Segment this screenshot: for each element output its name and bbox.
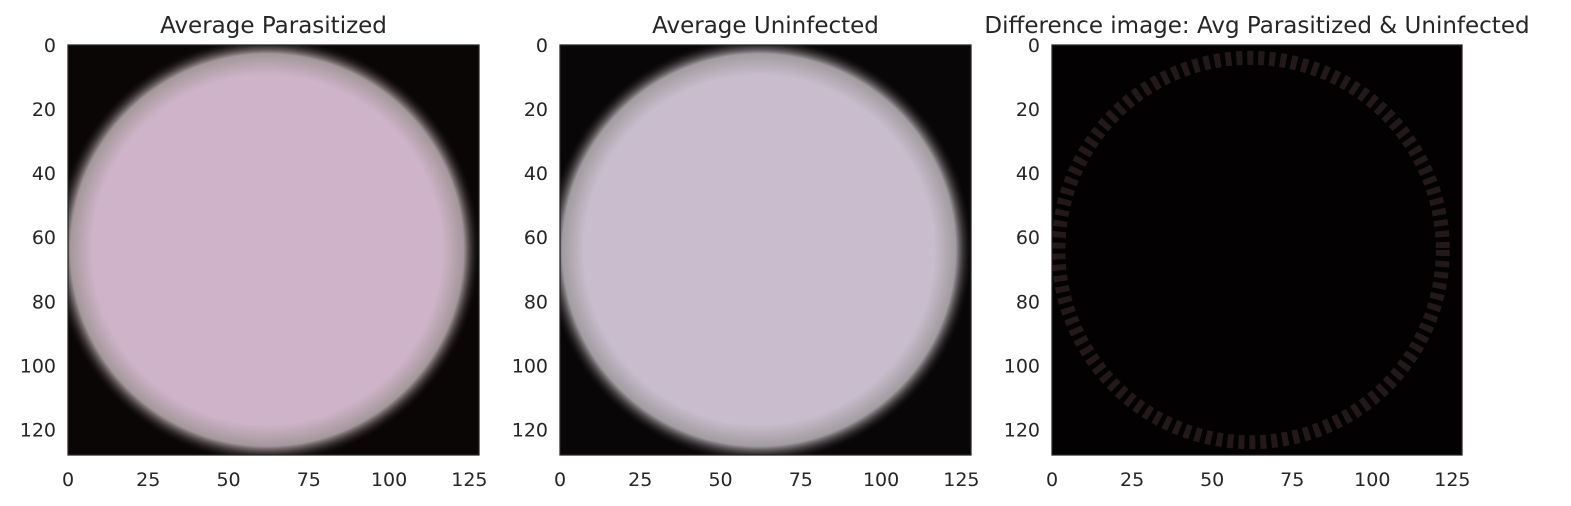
difference-title: Difference image: Avg Parasitized & Unin… [984, 13, 1529, 39]
avg-uninfected-title: Average Uninfected [652, 13, 879, 39]
avg-parasitized-image [68, 45, 479, 455]
avg-uninfected-xtick-label: 50 [708, 469, 732, 491]
avg-parasitized-title: Average Parasitized [160, 13, 387, 39]
panel-difference: Difference image: Avg Parasitized & Unin… [984, 13, 1529, 491]
avg-uninfected-image [560, 45, 971, 455]
avg-parasitized-xtick-label: 125 [451, 469, 487, 491]
avg-parasitized-xtick-label: 75 [297, 469, 321, 491]
avg-uninfected-ytick-label: 60 [524, 227, 548, 249]
difference-ytick-label: 40 [1016, 163, 1040, 185]
avg-parasitized-ytick-label: 80 [32, 291, 56, 313]
difference-xtick-label: 0 [1046, 469, 1058, 491]
avg-uninfected-ytick-label: 0 [536, 35, 548, 57]
avg-parasitized-cell-disc [68, 45, 479, 455]
difference-xtick-label: 125 [1434, 469, 1470, 491]
difference-ytick-label: 100 [1004, 355, 1040, 377]
avg-uninfected-xtick-label: 75 [789, 469, 813, 491]
avg-parasitized-xtick-label: 100 [371, 469, 407, 491]
avg-uninfected-xtick-label: 100 [863, 469, 899, 491]
avg-uninfected-ytick-label: 120 [512, 419, 548, 441]
difference-ytick-label: 0 [1028, 35, 1040, 57]
avg-uninfected-ytick-label: 20 [524, 99, 548, 121]
difference-xtick-label: 100 [1354, 469, 1390, 491]
avg-parasitized-ytick-label: 40 [32, 163, 56, 185]
avg-uninfected-ytick-label: 80 [524, 291, 548, 313]
avg-parasitized-ytick-label: 60 [32, 227, 56, 249]
avg-uninfected-ytick-label: 40 [524, 163, 548, 185]
difference-xtick-label: 25 [1120, 469, 1144, 491]
panel-avg-parasitized: Average Parasitized 0 25 50 75 100 125 0 20 40 60 8… [20, 13, 488, 491]
avg-uninfected-xtick-label: 0 [554, 469, 566, 491]
difference-image [1052, 45, 1462, 455]
difference-difference-ring [1052, 50, 1450, 450]
difference-ytick-label: 60 [1016, 227, 1040, 249]
avg-parasitized-ytick-label: 120 [20, 419, 56, 441]
difference-ytick-label: 20 [1016, 99, 1040, 121]
difference-xtick-label: 75 [1280, 469, 1304, 491]
avg-parasitized-ytick-label: 0 [44, 35, 56, 57]
difference-xtick-label: 50 [1200, 469, 1224, 491]
avg-uninfected-axes-frame [559, 44, 972, 456]
avg-parasitized-xtick-label: 25 [136, 469, 160, 491]
difference-ytick-label: 80 [1016, 291, 1040, 313]
difference-image-background [1052, 45, 1462, 455]
avg-parasitized-axes-frame [67, 44, 480, 456]
panel-avg-uninfected: Average Uninfected 0 25 50 75 100 125 0 20 40 60 80… [512, 13, 980, 491]
avg-uninfected-xtick-label: 125 [943, 469, 979, 491]
difference-axes-frame [1051, 44, 1463, 456]
avg-parasitized-ytick-label: 100 [20, 355, 56, 377]
difference-ytick-label: 120 [1004, 419, 1040, 441]
avg-uninfected-cell-disc [560, 45, 971, 455]
avg-parasitized-xtick-label: 50 [216, 469, 240, 491]
avg-parasitized-xtick-label: 0 [62, 469, 74, 491]
avg-uninfected-xtick-label: 25 [628, 469, 652, 491]
avg-uninfected-ytick-label: 100 [512, 355, 548, 377]
avg-parasitized-ytick-label: 20 [32, 99, 56, 121]
